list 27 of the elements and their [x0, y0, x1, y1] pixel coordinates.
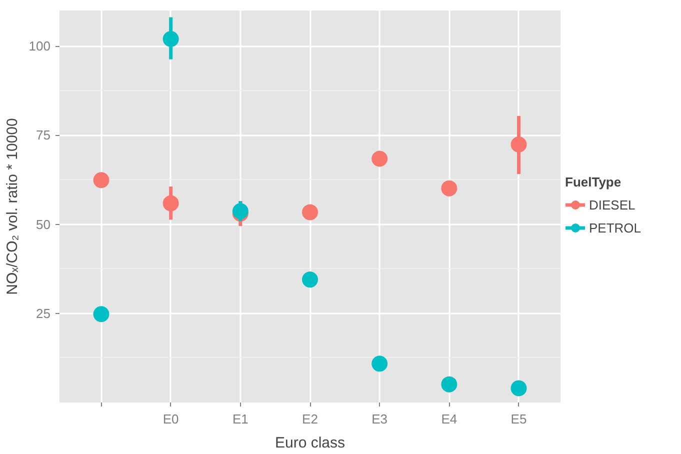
- point: [441, 376, 458, 392]
- x-tick-label: E2: [302, 412, 318, 426]
- point: [302, 204, 318, 220]
- point: [372, 356, 388, 372]
- legend-label: PETROL: [589, 220, 642, 235]
- point: [162, 195, 179, 212]
- x-axis-title: Euro class: [274, 434, 346, 452]
- y-tick-label: 25: [36, 306, 51, 321]
- point: [441, 180, 458, 196]
- point: [510, 136, 527, 152]
- point: [372, 150, 388, 167]
- point: [93, 306, 110, 322]
- point: [510, 380, 527, 396]
- x-tick-label: E4: [441, 412, 458, 426]
- y-axis-title: NOₓ/CO₂ vol. ratio * 10000: [4, 118, 21, 295]
- point: [162, 31, 179, 47]
- x-tick-label: E0: [162, 412, 179, 426]
- y-tick-label: 75: [36, 128, 51, 143]
- x-tick-label: E5: [510, 412, 527, 426]
- point: [302, 272, 318, 288]
- point: [93, 172, 110, 188]
- x-tick-label: E3: [372, 412, 388, 426]
- legend-title: FuelType: [565, 174, 622, 190]
- x-tick-label: E1: [232, 412, 248, 426]
- y-tick-label: 50: [36, 216, 51, 232]
- legend-label: DIESEL: [589, 197, 636, 212]
- y-tick-label: 100: [28, 38, 51, 54]
